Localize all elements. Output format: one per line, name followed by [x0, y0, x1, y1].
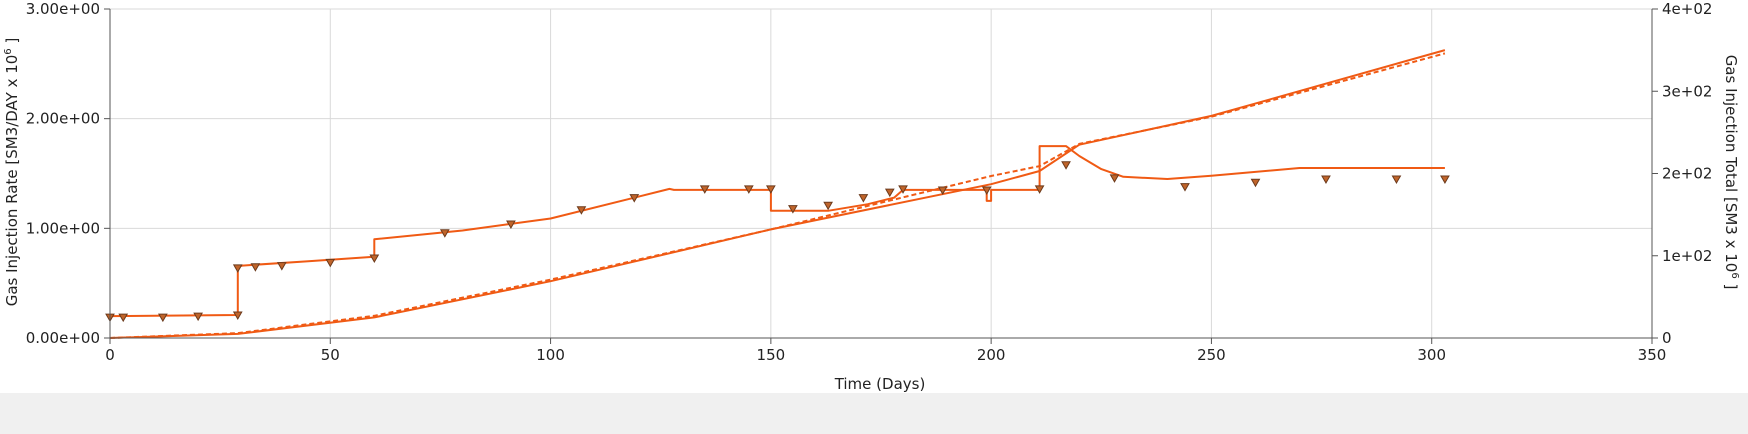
y-tick-label: 3.00e+00: [26, 0, 100, 18]
x-tick-label: 200: [977, 346, 1006, 364]
series-line-dashed: [109, 52, 1446, 339]
y-tick-label: 0.00e+00: [26, 329, 100, 347]
data-point-marker: [506, 220, 516, 229]
series-layer: [109, 49, 1446, 339]
data-point-marker: [981, 186, 992, 195]
data-point-marker: [232, 311, 243, 320]
data-point-marker: [1180, 183, 1190, 192]
data-point-marker: [1109, 174, 1120, 183]
grid: [109, 8, 1653, 339]
chart-panel: 0 50 100 150 200 250 300 350 0.00e+00 1.00e+00 2.0…: [0, 0, 1748, 393]
data-point-marker: [118, 313, 129, 323]
labels: 0 50 100 150 200 250 300 350 0.00e+00 1.00e+00 2.0…: [26, 0, 1713, 364]
data-point-marker: [1440, 175, 1450, 184]
data-point-marker: [193, 312, 203, 322]
y-tick-label: 2.00e+00: [26, 110, 100, 128]
data-point-marker: [858, 194, 869, 203]
y2-axis-title: Gas Injection Total [SM3 x 106 ]: [1722, 55, 1740, 290]
x-tick-label: 150: [757, 346, 786, 364]
data-point-marker: [937, 186, 948, 195]
data-point-marker: [1250, 178, 1261, 188]
data-point-marker: [699, 185, 710, 194]
data-point-marker: [629, 194, 640, 203]
y-tick-label: 1.00e+00: [26, 219, 100, 237]
x-tick-label: 350: [1638, 346, 1667, 364]
data-point-marker: [1061, 161, 1071, 170]
data-point-marker: [369, 254, 380, 263]
data-point-marker: [158, 313, 168, 323]
data-point-marker: [232, 264, 243, 273]
data-point-marker: [1391, 175, 1402, 184]
y2-tick-label: 3e+02: [1662, 82, 1712, 100]
x-tick-label: 0: [105, 346, 115, 364]
x-axis-title: Time (Days): [834, 375, 926, 393]
data-point-marker: [898, 185, 908, 194]
chart-svg: 0 50 100 150 200 250 300 350 0.00e+00 1.00e+00 2.0…: [3, 0, 1740, 393]
data-point-marker: [884, 188, 895, 198]
series-line: [109, 49, 1446, 339]
axes: [104, 8, 1658, 344]
data-point-marker: [1321, 175, 1331, 184]
x-tick-label: 100: [536, 346, 565, 364]
data-point-marker: [325, 258, 336, 268]
data-point-marker: [765, 185, 776, 194]
y2-tick-label: 0: [1662, 329, 1672, 347]
data-point-marker: [788, 205, 798, 214]
y2-tick-label: 1e+02: [1662, 247, 1712, 265]
marker-layer: [105, 161, 1450, 323]
y-axis-title: Gas Injection Rate [SM3/DAY x 106 ]: [3, 38, 21, 307]
data-point-marker: [1034, 185, 1045, 194]
y2-tick-label: 4e+02: [1662, 0, 1712, 18]
x-tick-label: 50: [321, 346, 340, 364]
data-point-marker: [576, 206, 587, 215]
x-tick-label: 250: [1197, 346, 1226, 364]
data-point-marker: [439, 229, 450, 238]
data-point-marker: [823, 201, 833, 211]
data-point-marker: [250, 263, 261, 272]
y2-tick-label: 2e+02: [1662, 165, 1712, 183]
x-tick-label: 300: [1417, 346, 1446, 364]
series-line: [109, 145, 1445, 318]
data-point-marker: [276, 262, 287, 271]
data-point-marker: [743, 185, 754, 194]
